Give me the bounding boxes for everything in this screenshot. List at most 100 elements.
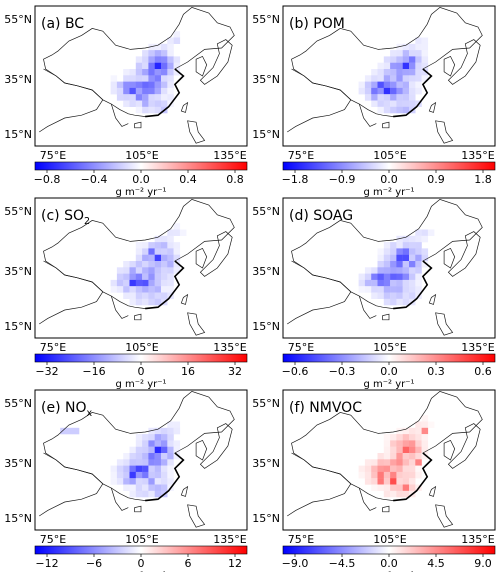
grid-cell [142, 286, 149, 293]
grid-cell [383, 261, 391, 268]
map-panel: 55°N 35°N 15°N 75°E 105°E 135°E (b) POM −1.8 −0.… [252, 5, 496, 198]
grid-cell [421, 62, 429, 70]
grid-cell [377, 279, 384, 287]
grid-cell [135, 446, 143, 454]
grid-cell [173, 453, 181, 460]
grid-cell [154, 106, 162, 114]
grid-cell [383, 254, 391, 262]
grid-cell [377, 478, 384, 485]
grid-cell [364, 471, 372, 479]
grid-cell [377, 69, 384, 76]
grid-cell [371, 286, 378, 293]
grid-cell [421, 261, 429, 268]
colorbar-tick-label: −16 [82, 365, 105, 378]
grid-cell [390, 87, 397, 95]
grid-cell [154, 465, 162, 473]
grid-cell [371, 81, 378, 89]
grid-cell [148, 62, 155, 70]
colorbar [34, 353, 248, 363]
china-coastline [145, 452, 185, 502]
grid-cell [148, 279, 155, 287]
grid-cell [135, 106, 143, 114]
grid-cell [402, 453, 410, 460]
grid-cell [421, 415, 429, 422]
grid-cell [402, 446, 410, 454]
grid-cell [129, 81, 136, 89]
grid-cell [116, 471, 124, 479]
grid-cell [358, 465, 366, 473]
grid-cell [167, 62, 174, 70]
grid-cell [167, 478, 174, 485]
grid-cell [135, 471, 143, 479]
grid-cell [148, 81, 155, 89]
grid-cell [161, 478, 168, 485]
grid-cell [371, 69, 378, 76]
grid-cell [409, 471, 416, 479]
grid-cell [167, 453, 174, 460]
grid-cell [167, 248, 174, 255]
grid-cell [409, 100, 416, 107]
grid-cell [161, 267, 168, 274]
grid-cell [154, 453, 162, 460]
grid-cell [148, 100, 155, 107]
grid-cell [110, 75, 118, 82]
grid-cell [154, 471, 162, 479]
grid-cell [396, 81, 403, 89]
grid-cell [148, 440, 155, 447]
grid-cell [135, 459, 143, 466]
grid-cell [154, 490, 162, 498]
grid-cell [129, 478, 136, 485]
grid-cell [402, 484, 410, 491]
grid-cell [371, 484, 378, 491]
grid-cell [402, 62, 410, 70]
grid-cell [173, 440, 181, 447]
grid-cell [358, 279, 366, 287]
japan-coast [447, 423, 481, 469]
korea-border [195, 55, 208, 77]
grid-cell [396, 267, 403, 274]
grid-cell [396, 248, 403, 255]
grid-cell [142, 87, 149, 95]
grid-cell [421, 248, 429, 255]
grid-cell [402, 94, 410, 101]
grid-cell [148, 465, 155, 473]
grid-cell [371, 267, 378, 274]
grid-cell [415, 254, 422, 262]
taiwan-coast [180, 293, 189, 305]
grid-cell [402, 465, 410, 473]
grid-cell [173, 446, 181, 454]
grid-cell [135, 298, 143, 306]
grid-cell [409, 434, 416, 441]
grid-cell [123, 471, 130, 479]
grid-cell [123, 292, 130, 299]
neighbor-border [358, 103, 377, 127]
grid-cell [123, 478, 130, 485]
china-coastline [145, 260, 185, 310]
grid-cell [383, 478, 391, 485]
grid-cell [142, 279, 149, 287]
grid-cell [154, 478, 162, 485]
colorbar-tick-label: 4.5 [427, 557, 445, 570]
grid-cell [167, 94, 174, 101]
latitude-label: 55°N [4, 205, 32, 218]
colorbar [34, 161, 248, 171]
grid-cell [154, 94, 162, 101]
taiwan-coast [428, 485, 437, 497]
grid-cell [167, 465, 174, 473]
grid-cell [415, 56, 422, 63]
grid-cell [148, 242, 155, 249]
grid-cell [390, 81, 397, 89]
grid-cell [167, 81, 174, 89]
grid-cell [409, 446, 416, 454]
grid-cell [110, 471, 118, 479]
grid-cell [142, 471, 149, 479]
grid-cell [129, 490, 136, 498]
grid-cell [148, 490, 155, 498]
grid-cell [161, 453, 168, 460]
latitude-label: 55°N [252, 13, 280, 26]
colorbar-tick-label: 0.9 [427, 173, 445, 186]
colorbar-unit-label: g m⁻² yr⁻¹ [115, 379, 166, 390]
latitude-label: 35°N [252, 73, 280, 86]
grid-cell [390, 440, 397, 447]
grid-cell [142, 94, 149, 101]
